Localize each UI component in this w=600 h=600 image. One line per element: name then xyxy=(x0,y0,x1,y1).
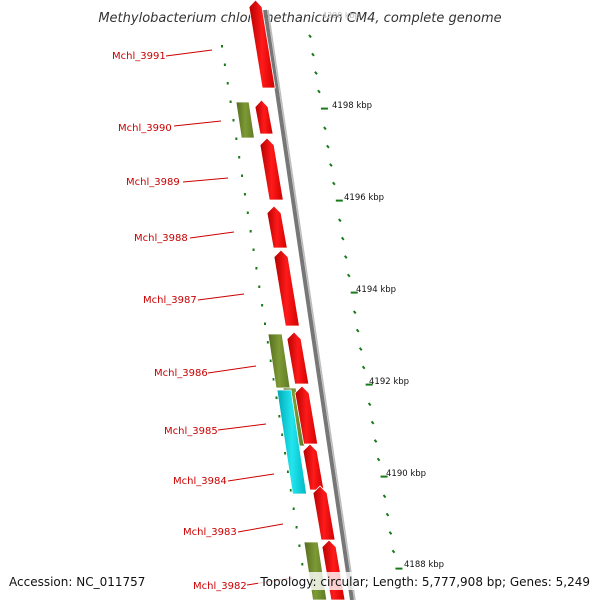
tick-mark xyxy=(361,365,366,370)
gene-mchl-3991[interactable] xyxy=(248,0,276,89)
tick-mark xyxy=(343,255,348,259)
tick-mark xyxy=(317,89,321,94)
tick-mark xyxy=(332,181,336,186)
gene-label-mchl-3984[interactable]: Mchl_3984 xyxy=(173,476,227,487)
gene-mchl-3983[interactable] xyxy=(312,485,336,541)
tick-mark xyxy=(323,126,327,131)
gene-label-mchl-3985[interactable]: Mchl_3985 xyxy=(164,426,218,437)
gene-label-mchl-3986[interactable]: Mchl_3986 xyxy=(154,368,208,379)
gene-mchl-3987[interactable] xyxy=(273,249,300,327)
tick-mark xyxy=(370,420,375,425)
tick-mark xyxy=(376,457,381,462)
genome-backbone xyxy=(263,9,354,600)
ruler-label-4190: 4190 kbp xyxy=(386,469,426,479)
tick-mark xyxy=(385,512,390,517)
tick-mark xyxy=(355,328,360,333)
tick-track-right xyxy=(308,34,403,570)
gene-track xyxy=(235,0,346,600)
ruler-label-4188: 4188 kbp xyxy=(404,560,444,570)
tick-mark xyxy=(352,310,357,315)
accession-text: Accession: NC_011757 xyxy=(9,575,145,589)
gene-mchl-3985-cyan[interactable] xyxy=(276,389,308,495)
tick-mark xyxy=(388,531,393,535)
tick-mark xyxy=(308,34,312,39)
tick-mark xyxy=(341,236,345,241)
gene-mchl-3986[interactable] xyxy=(286,331,310,385)
tick-mark xyxy=(358,347,363,351)
gene-label-mchl-3982[interactable]: Mchl_3982 xyxy=(193,581,247,592)
footer-right-backdrop xyxy=(258,572,594,590)
tick-mark xyxy=(329,163,333,167)
label-leader-line xyxy=(165,49,213,57)
gene-mchl-3990[interactable] xyxy=(254,99,274,135)
gene-mchl-3988[interactable] xyxy=(266,205,288,249)
genome-summary-text: Topology: circular; Length: 5,777,908 bp… xyxy=(259,575,590,589)
gene-label-mchl-3990[interactable]: Mchl_3990 xyxy=(118,123,172,134)
ruler-label-4194: 4194 kbp xyxy=(356,285,396,295)
gene-mchl-3985[interactable] xyxy=(294,385,319,445)
gene-label-mchl-3987[interactable]: Mchl_3987 xyxy=(143,295,197,306)
footer-left-backdrop xyxy=(6,572,148,590)
genome-backbone-highlight xyxy=(267,9,356,600)
gene-label-mchl-3991[interactable]: Mchl_3991 xyxy=(112,51,166,62)
tick-track-left xyxy=(221,45,304,566)
label-leader-line xyxy=(189,231,235,239)
tick-mark xyxy=(382,494,387,499)
gene-label-mchl-3988[interactable]: Mchl_3988 xyxy=(134,233,188,244)
gene-mchl-3990-rna[interactable] xyxy=(235,101,255,139)
label-leaders xyxy=(165,49,293,586)
label-leader-line xyxy=(237,523,284,533)
label-leader-line xyxy=(173,120,222,127)
label-leader-line xyxy=(217,423,267,431)
gene-label-mchl-3983[interactable]: Mchl_3983 xyxy=(183,527,237,538)
ruler-label-4198: 4198 kbp xyxy=(332,101,372,111)
top-faded-ruler-label: 4200 kbp xyxy=(322,11,360,20)
tick-mark xyxy=(311,52,315,57)
tick-mark xyxy=(326,144,330,149)
tick-mark xyxy=(338,218,342,223)
gene-label-mchl-3989[interactable]: Mchl_3989 xyxy=(126,177,180,188)
gene-mchl-3984[interactable] xyxy=(302,443,325,491)
ruler-label-4192: 4192 kbp xyxy=(369,377,409,387)
tick-mark xyxy=(373,439,378,443)
gene-mchl-3989[interactable] xyxy=(259,137,284,201)
tick-mark xyxy=(346,273,351,278)
label-leader-line xyxy=(207,365,257,374)
tick-mark xyxy=(314,71,318,75)
tick-mark xyxy=(391,549,396,554)
label-leader-line xyxy=(182,177,229,183)
ruler-label-4196: 4196 kbp xyxy=(344,193,384,203)
map-title: Methylobacterium chloromethanicum CM4, c… xyxy=(98,11,501,26)
label-leader-line xyxy=(227,473,275,482)
label-leader-line xyxy=(197,293,245,301)
tick-mark xyxy=(367,402,372,407)
